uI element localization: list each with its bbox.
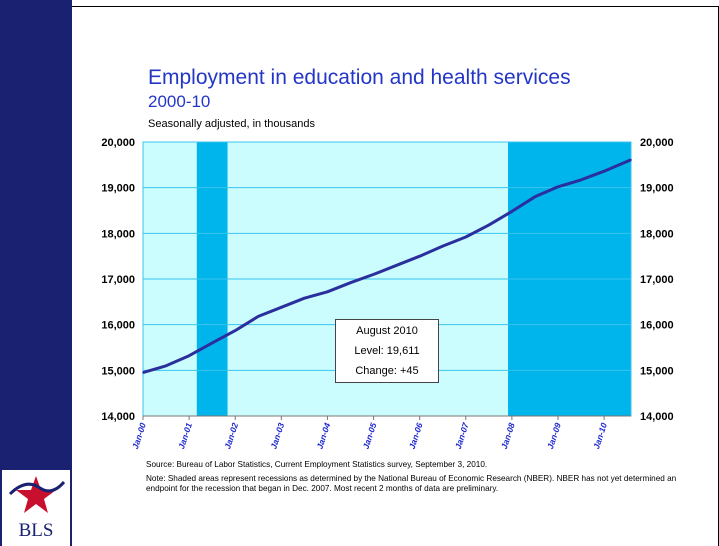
data-point xyxy=(165,364,167,367)
x-tick-label: Jan-04 xyxy=(315,421,333,450)
y-tick-label-right: 15,000 xyxy=(640,365,674,377)
data-point xyxy=(488,224,490,226)
y-tick-label-right: 18,000 xyxy=(640,228,674,240)
bls-logo: BLS xyxy=(2,470,70,546)
x-tick-label: Jan-10 xyxy=(591,421,609,450)
x-tick-label: Jan-08 xyxy=(499,421,517,450)
data-point xyxy=(603,170,605,173)
data-point xyxy=(418,255,421,257)
data-point xyxy=(142,371,144,374)
y-tick-label-left: 16,000 xyxy=(101,320,135,332)
callout-level: Level: 19,611 xyxy=(354,345,420,357)
x-tick-label: Jan-09 xyxy=(545,421,563,450)
data-point xyxy=(349,281,352,284)
sidebar xyxy=(0,0,72,546)
data-point xyxy=(257,315,260,318)
x-tick-label: Jan-01 xyxy=(176,421,194,450)
data-point xyxy=(534,196,536,198)
bls-star-icon xyxy=(8,476,66,513)
data-point xyxy=(372,273,375,276)
bls-logo-text: BLS xyxy=(18,520,54,541)
data-point xyxy=(630,158,632,161)
latest-value-callout: August 2010 Level: 19,611 Change: +45 xyxy=(335,319,439,383)
y-tick-label-left: 17,000 xyxy=(101,274,135,286)
y-tick-label-right: 19,000 xyxy=(640,183,674,195)
data-point xyxy=(580,179,582,181)
x-tick-label: Jan-07 xyxy=(453,420,471,450)
top-rule xyxy=(72,6,719,7)
y-tick-label-left: 18,000 xyxy=(101,228,135,240)
data-point xyxy=(303,297,306,299)
callout-title: August 2010 xyxy=(356,325,418,337)
chart-title: Employment in education and health servi… xyxy=(148,66,571,89)
y-tick-label-left: 20,000 xyxy=(101,137,135,149)
x-tick-label: Jan-00 xyxy=(130,421,148,450)
data-point xyxy=(395,264,398,267)
data-point xyxy=(188,354,190,357)
units-label: Seasonally adjusted, in thousands xyxy=(148,118,315,130)
x-tick-label: Jan-03 xyxy=(268,421,286,450)
callout-change: Change: +45 xyxy=(355,365,419,377)
data-point xyxy=(557,185,559,188)
data-point xyxy=(511,210,513,213)
source-note: Source: Bureau of Labor Statistics, Curr… xyxy=(146,460,488,469)
data-point xyxy=(326,290,329,293)
y-tick-label-right: 17,000 xyxy=(640,274,674,286)
x-tick-label: Jan-06 xyxy=(407,421,425,450)
chart-subtitle: 2000-10 xyxy=(148,92,211,111)
data-point xyxy=(280,306,283,309)
y-tick-label-right: 20,000 xyxy=(640,137,674,149)
data-point xyxy=(441,245,444,247)
y-tick-label-left: 19,000 xyxy=(101,183,135,195)
y-tick-label-right: 14,000 xyxy=(640,411,674,423)
x-tick-label: Jan-05 xyxy=(361,421,379,450)
data-point xyxy=(464,236,467,238)
y-tick-label-left: 14,000 xyxy=(101,411,135,423)
y-tick-label-left: 15,000 xyxy=(101,365,135,377)
x-tick-label: Jan-02 xyxy=(222,421,240,450)
data-point xyxy=(234,329,237,332)
y-tick-label-right: 16,000 xyxy=(640,320,674,332)
footnote: Note: Shaded areas represent recessions … xyxy=(146,474,677,493)
series-line-1 xyxy=(142,158,632,375)
data-point xyxy=(211,342,213,344)
